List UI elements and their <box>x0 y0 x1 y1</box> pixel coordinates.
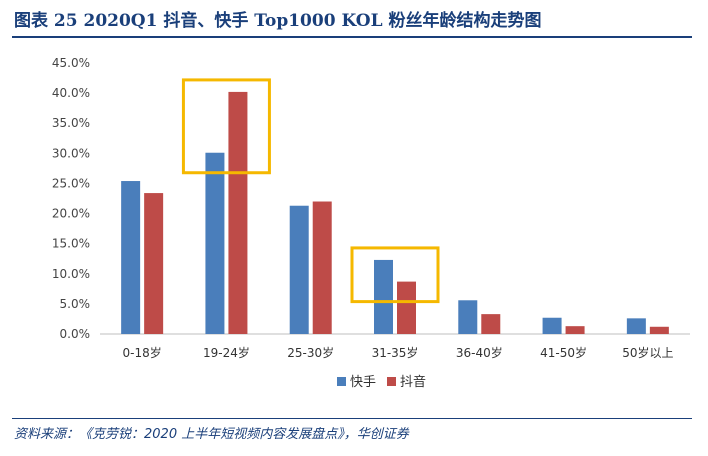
bar-kuaishou <box>458 300 478 334</box>
x-tick-label: 41-50岁 <box>540 345 587 360</box>
y-tick-label: 15.0% <box>52 237 90 251</box>
legend-swatch <box>387 377 396 386</box>
y-tick-label: 25.0% <box>52 176 90 190</box>
bars <box>121 91 669 334</box>
legend-label: 抖音 <box>400 374 426 390</box>
highlight-box <box>350 246 440 304</box>
x-tick-label: 36-40岁 <box>456 345 503 360</box>
y-axis: 0.0% 5.0% 10.0% 15.0% 20.0% 25.0% 30.0% 35.0% 40… <box>52 56 690 341</box>
bar-kuaishou <box>289 205 309 334</box>
highlight-boxes <box>181 78 440 304</box>
y-tick-label: 40.0% <box>52 86 90 100</box>
y-tick-label: 10.0% <box>52 267 90 281</box>
bar-douyin <box>397 281 416 334</box>
source-divider <box>12 418 692 419</box>
x-tick-label: 25-30岁 <box>287 345 334 360</box>
y-tick-label: 5.0% <box>60 297 91 311</box>
y-tick-label: 20.0% <box>52 207 90 221</box>
bar-kuaishou <box>542 317 562 334</box>
bar-kuaishou <box>205 152 225 334</box>
x-tick-label: 50岁以上 <box>622 345 673 360</box>
bar-kuaishou <box>374 259 393 334</box>
page-title: 图表 25 2020Q1 抖音、快手 Top1000 KOL 粉丝年龄结构走势图 <box>14 11 542 31</box>
bar-douyin <box>481 314 501 334</box>
y-tick-label: 35.0% <box>52 116 90 130</box>
bar-douyin <box>649 326 669 334</box>
bar-douyin <box>144 193 164 334</box>
highlight-box <box>181 78 271 175</box>
bar-kuaishou <box>626 318 646 334</box>
legend-swatch <box>337 377 346 386</box>
bar-douyin <box>312 201 332 334</box>
source-note: 资料来源：《克劳锐：2020 上半年短视频内容发展盘点》，华创证券 <box>14 427 409 442</box>
legend: 快手 抖音 <box>337 374 426 390</box>
x-tick-label: 31-35岁 <box>372 345 419 360</box>
y-tick-label: 0.0% <box>60 327 91 341</box>
x-tick-label: 0-18岁 <box>123 345 162 360</box>
y-tick-label: 45.0% <box>52 56 90 70</box>
bar-kuaishou <box>121 181 141 334</box>
bar-douyin <box>565 326 585 334</box>
y-tick-label: 30.0% <box>52 146 90 160</box>
title-divider <box>12 36 692 38</box>
x-axis: 0-18岁 19-24岁 25-30岁 31-35岁 36-40岁 41-50岁 50岁以上 <box>123 345 674 360</box>
legend-label: 快手 <box>350 375 376 390</box>
bar-douyin <box>228 91 248 334</box>
x-tick-label: 19-24岁 <box>203 345 250 360</box>
